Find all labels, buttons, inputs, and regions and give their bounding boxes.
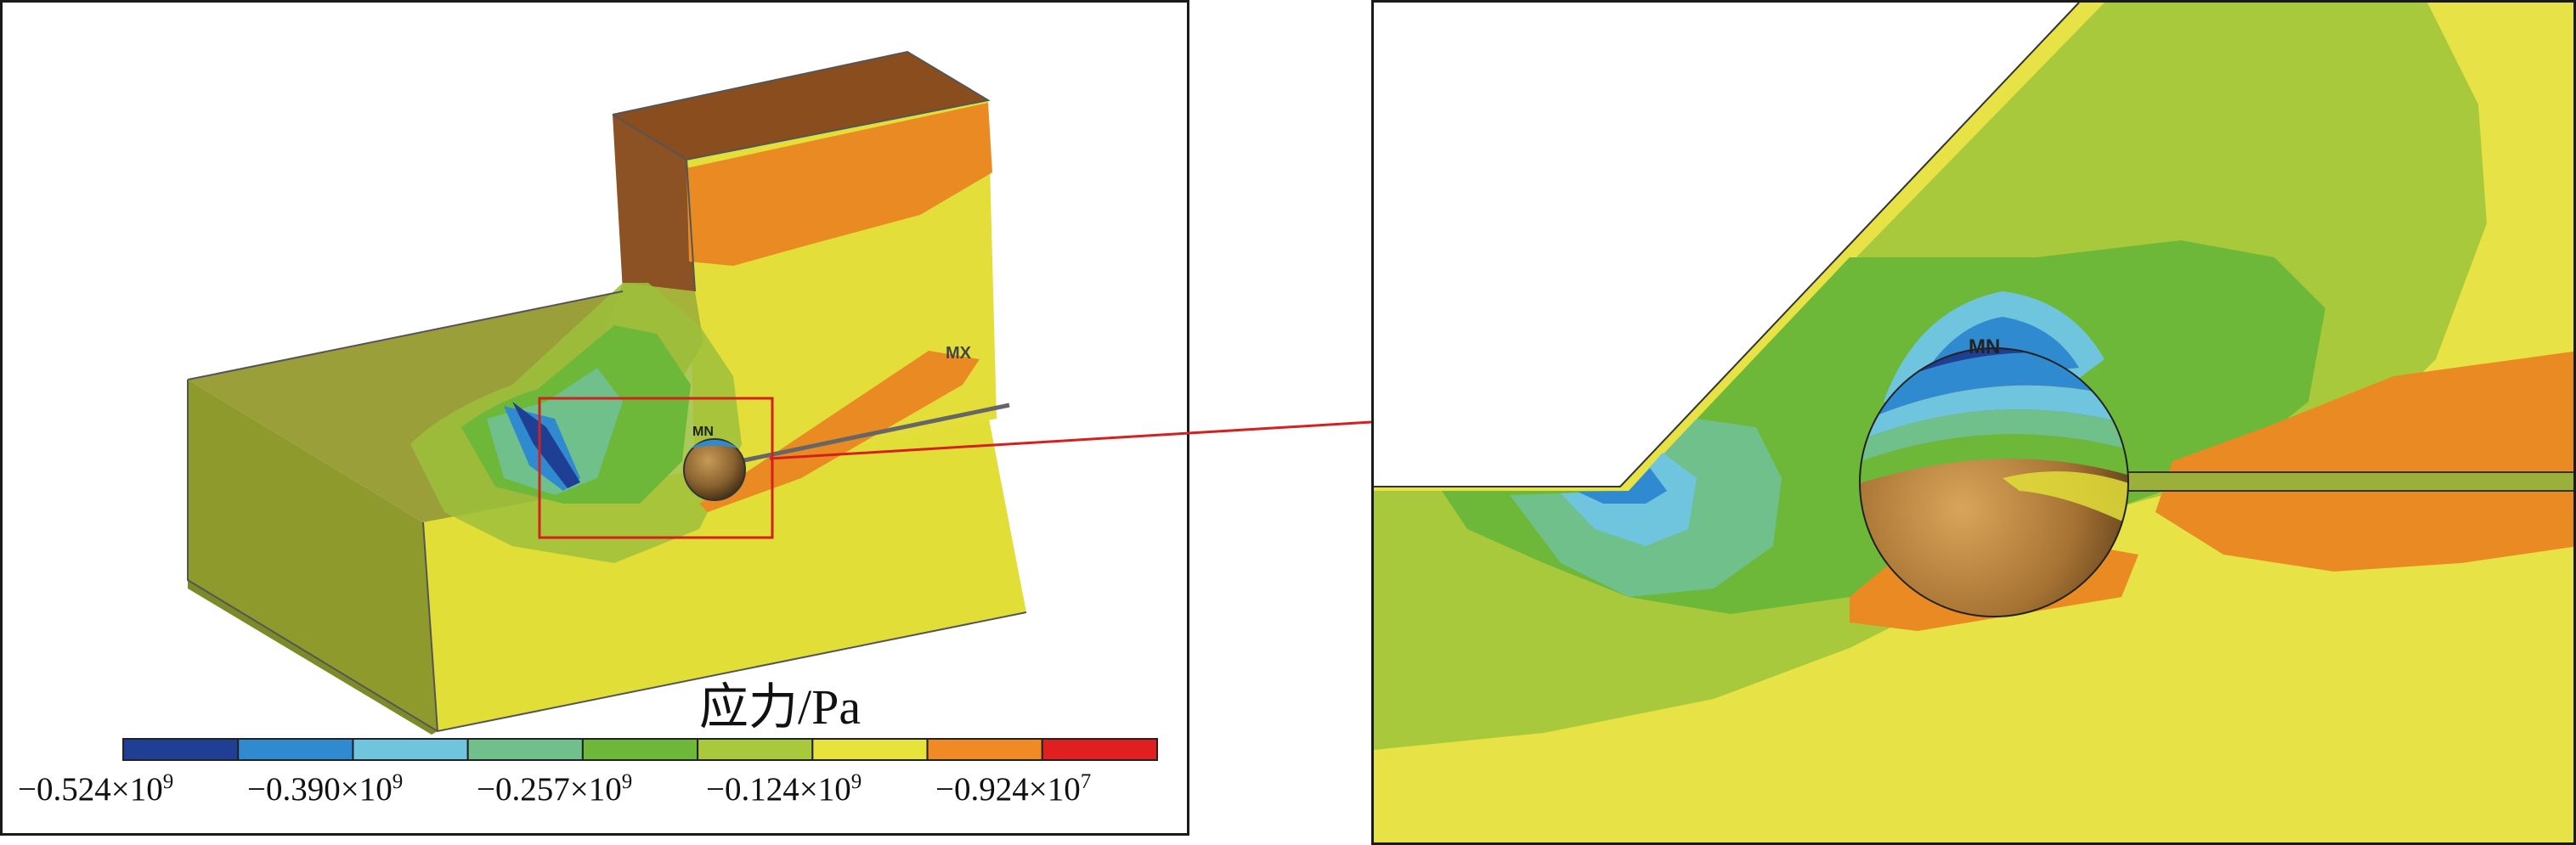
legend-label-2: −0.390×109: [247, 770, 404, 808]
upper-block-left-face: [613, 115, 695, 291]
legend-swatch: [237, 738, 354, 761]
legend-swatch: [697, 738, 814, 761]
max-stress-marker: MX: [946, 344, 971, 363]
legend-label-1: −0.524×109: [18, 770, 174, 808]
stress-detail-view: [1374, 3, 2573, 842]
zoomed-detail-panel: MN: [1371, 0, 2576, 845]
legend-swatch: [352, 738, 469, 761]
indenter-ball: [683, 438, 746, 501]
stress-model-3d: [122, 50, 1159, 761]
legend-swatch: [122, 738, 240, 761]
legend-swatch: [466, 738, 584, 761]
min-stress-marker: MN: [692, 425, 714, 439]
legend-label-5: −0.924×107: [935, 770, 1092, 808]
legend-swatch: [1041, 738, 1159, 761]
legend-color-bar: [122, 738, 1159, 761]
model-overview-panel: MX MN 应力/Pa −0.524×109 −0.390×109 −0.257…: [0, 0, 1189, 836]
legend-label-3: −0.257×109: [477, 770, 633, 808]
legend-swatch: [581, 738, 699, 761]
legend-label-4: −0.124×109: [706, 770, 862, 808]
upper-block-top-face: [613, 52, 988, 160]
zoom-region-box: [538, 397, 774, 539]
block-left-face: [188, 380, 438, 731]
legend-swatch: [926, 738, 1043, 761]
legend-title: 应力/Pa: [699, 679, 861, 735]
min-stress-marker-detail: MN: [1969, 335, 2001, 358]
legend-swatch: [811, 738, 929, 761]
